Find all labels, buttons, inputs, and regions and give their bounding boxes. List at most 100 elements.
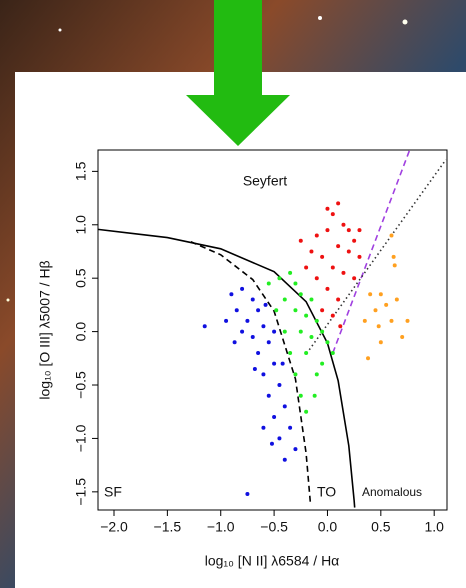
point [314, 318, 319, 323]
point [320, 254, 325, 259]
point [330, 212, 335, 217]
point [346, 228, 351, 233]
y-tick-label: −1.0 [73, 424, 89, 452]
point [312, 393, 317, 398]
point [389, 318, 394, 323]
point [282, 297, 287, 302]
point [282, 404, 287, 409]
point [282, 457, 287, 462]
annotation: SF [104, 484, 122, 500]
x-axis-title: log₁₀ [N II] λ6584 / Hα [205, 553, 340, 569]
point [288, 350, 293, 355]
annotation: TO [317, 484, 336, 500]
point [282, 329, 287, 334]
point [245, 318, 250, 323]
point [391, 254, 396, 259]
point [266, 393, 271, 398]
point [293, 447, 298, 452]
point [325, 206, 330, 211]
point [325, 340, 330, 345]
point [400, 334, 405, 339]
point [389, 233, 394, 238]
y-tick-label: 0.5 [73, 268, 89, 288]
point [261, 425, 266, 430]
x-tick-label: −1.5 [154, 519, 182, 535]
point [293, 372, 298, 377]
point [288, 270, 293, 275]
y-tick-label: −1.5 [73, 478, 89, 506]
annotation: Seyfert [243, 173, 287, 189]
point [304, 265, 309, 270]
point [261, 324, 266, 329]
point [394, 297, 399, 302]
annotation: Anomalous [362, 485, 422, 499]
point [352, 238, 357, 243]
point [314, 233, 319, 238]
y-tick-label: −0.5 [73, 371, 89, 399]
point [298, 393, 303, 398]
point [232, 340, 237, 345]
point [314, 276, 319, 281]
point [325, 286, 330, 291]
curve [308, 159, 447, 351]
star [6, 298, 10, 302]
point [384, 302, 389, 307]
point [252, 366, 257, 371]
point [256, 350, 261, 355]
point [240, 329, 245, 334]
point [373, 308, 378, 313]
point [309, 297, 314, 302]
point [277, 383, 282, 388]
point [341, 222, 346, 227]
point [325, 228, 330, 233]
point [266, 340, 271, 345]
point [341, 270, 346, 275]
curve [190, 241, 312, 504]
y-axis-title: log₁₀ [O III] λ5007 / Hβ [37, 260, 53, 399]
point [357, 228, 362, 233]
y-tick-label: 1.5 [73, 161, 89, 181]
point [309, 334, 314, 339]
x-tick-label: 0.0 [318, 519, 338, 535]
point [272, 415, 277, 420]
point [362, 318, 367, 323]
point [352, 276, 357, 281]
point [336, 297, 341, 302]
point [320, 329, 325, 334]
y-tick-label: 1.0 [73, 215, 89, 235]
point [357, 254, 362, 259]
point [250, 297, 255, 302]
point [293, 281, 298, 286]
point [304, 313, 309, 318]
point [392, 263, 397, 268]
x-tick-label: 1.0 [424, 519, 444, 535]
plot-frame [97, 149, 448, 511]
x-tick-label: −0.5 [260, 519, 288, 535]
point [293, 308, 298, 313]
point [277, 436, 282, 441]
point [338, 324, 343, 329]
point [240, 286, 245, 291]
point [229, 292, 234, 297]
point [269, 441, 274, 446]
point [263, 302, 268, 307]
point [378, 340, 383, 345]
star [402, 19, 408, 25]
curve [332, 149, 411, 354]
point [304, 409, 309, 414]
point [366, 356, 371, 361]
point [256, 308, 261, 313]
point [330, 350, 335, 355]
point [376, 324, 381, 329]
star [58, 28, 62, 32]
point [288, 425, 293, 430]
point [272, 361, 277, 366]
point [298, 329, 303, 334]
star [318, 16, 322, 20]
point [280, 361, 285, 366]
panel [15, 72, 466, 588]
point [368, 292, 373, 297]
point [298, 238, 303, 243]
point [346, 249, 351, 254]
